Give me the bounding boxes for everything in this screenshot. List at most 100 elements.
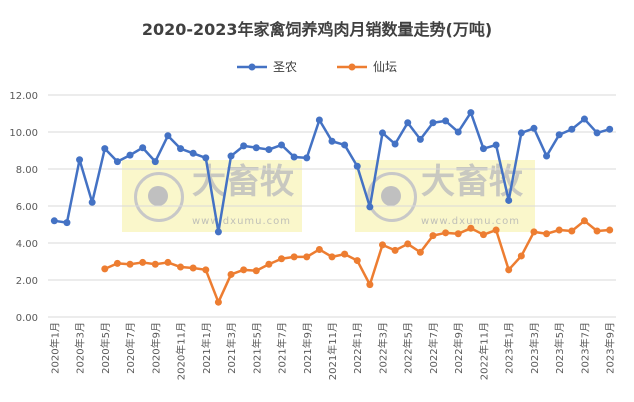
data-point-1 <box>454 230 462 238</box>
data-point-1 <box>404 240 412 248</box>
data-point-1 <box>341 250 349 258</box>
x-tick-label: 2020年11月 <box>175 322 188 380</box>
y-tick-label: 6.00 <box>16 202 38 213</box>
watermark-url: www.dxumu.com <box>421 216 521 227</box>
data-point-0 <box>543 152 551 160</box>
x-tick-label: 2022年3月 <box>376 322 389 374</box>
x-tick-label: 2022年7月 <box>427 322 440 374</box>
x-tick-label: 2021年7月 <box>276 322 289 374</box>
data-point-0 <box>278 141 286 149</box>
x-tick-label: 2021年9月 <box>301 322 314 374</box>
data-point-0 <box>517 129 525 137</box>
legend-item-xiantan: 仙坛 <box>337 60 397 74</box>
x-tick-label: 2023年5月 <box>553 322 566 374</box>
data-point-0 <box>101 145 109 153</box>
data-point-1 <box>580 217 588 225</box>
data-point-1 <box>265 260 273 268</box>
data-point-1 <box>139 258 147 266</box>
data-point-1 <box>113 259 121 267</box>
data-point-0 <box>252 144 260 152</box>
data-point-1 <box>517 252 525 260</box>
watermark-url: www.dxumu.com <box>192 216 292 227</box>
data-point-1 <box>278 255 286 263</box>
data-point-0 <box>593 129 601 137</box>
data-point-1 <box>530 228 538 236</box>
data-point-1 <box>315 245 323 253</box>
data-point-1 <box>252 267 260 275</box>
data-point-0 <box>265 146 273 154</box>
data-point-1 <box>189 264 197 272</box>
data-point-1 <box>467 224 475 232</box>
data-point-1 <box>568 227 576 235</box>
watermark: 大畜牧 www.dxumu.com <box>355 160 535 232</box>
data-point-1 <box>555 226 563 234</box>
data-point-1 <box>164 258 172 266</box>
data-point-0 <box>63 219 71 227</box>
data-point-0 <box>227 152 235 160</box>
data-point-1 <box>442 229 450 237</box>
data-point-1 <box>177 263 185 271</box>
data-point-1 <box>492 226 500 234</box>
data-point-0 <box>303 154 311 162</box>
data-point-0 <box>391 140 399 148</box>
data-point-1 <box>391 246 399 254</box>
x-tick-label: 2020年9月 <box>149 322 162 374</box>
x-tick-label: 2022年5月 <box>402 322 415 374</box>
x-tick-label: 2022年1月 <box>351 322 364 374</box>
data-point-1 <box>328 253 336 261</box>
data-point-0 <box>50 217 58 225</box>
x-tick-label: 2023年1月 <box>503 322 516 374</box>
legend-label: 圣农 <box>272 60 297 74</box>
data-point-0 <box>189 149 197 157</box>
data-point-1 <box>126 260 134 268</box>
data-point-0 <box>240 142 248 150</box>
series-line-0 <box>54 111 611 234</box>
data-point-0 <box>151 158 159 166</box>
data-point-0 <box>479 145 487 153</box>
y-tick-label: 10.00 <box>9 128 38 139</box>
data-point-0 <box>467 109 475 117</box>
data-point-1 <box>240 266 248 274</box>
data-point-0 <box>328 137 336 145</box>
data-point-1 <box>479 231 487 239</box>
data-point-0 <box>353 162 361 170</box>
legend-label: 仙坛 <box>373 60 398 74</box>
data-point-0 <box>126 151 134 159</box>
data-point-1 <box>353 257 361 265</box>
data-point-1 <box>543 230 551 238</box>
data-point-0 <box>580 115 588 123</box>
legend-item-shengnong: 圣农 <box>236 60 297 74</box>
data-point-0 <box>88 198 96 206</box>
watermark: 大畜牧 www.dxumu.com <box>122 160 302 232</box>
x-tick-label: 2022年11月 <box>477 322 490 380</box>
data-point-1 <box>366 281 374 289</box>
data-point-0 <box>429 119 437 127</box>
x-tick-label: 2022年9月 <box>452 322 465 374</box>
data-point-0 <box>606 125 614 133</box>
data-point-0 <box>416 135 424 143</box>
x-tick-label: 2021年3月 <box>225 322 238 374</box>
watermark-logo-icon <box>367 172 417 222</box>
chart-title: 2020-2023年家禽饲养鸡肉月销数量走势(万吨) <box>141 20 493 39</box>
data-point-0 <box>442 117 450 125</box>
data-point-0 <box>530 124 538 132</box>
y-tick-label: 2.00 <box>16 276 38 287</box>
data-point-0 <box>214 228 222 236</box>
data-point-1 <box>202 266 210 274</box>
data-point-0 <box>139 144 147 152</box>
data-point-1 <box>101 265 109 273</box>
data-point-1 <box>214 298 222 306</box>
x-tick-label: 2023年9月 <box>604 322 617 374</box>
data-point-0 <box>555 131 563 139</box>
data-point-0 <box>315 116 323 124</box>
legend: 圣农 仙坛 <box>0 60 634 74</box>
data-point-0 <box>290 153 298 161</box>
data-point-1 <box>505 266 513 274</box>
data-point-0 <box>202 154 210 162</box>
data-point-0 <box>505 196 513 204</box>
data-point-0 <box>568 125 576 133</box>
data-point-0 <box>492 141 500 149</box>
data-point-1 <box>429 232 437 240</box>
